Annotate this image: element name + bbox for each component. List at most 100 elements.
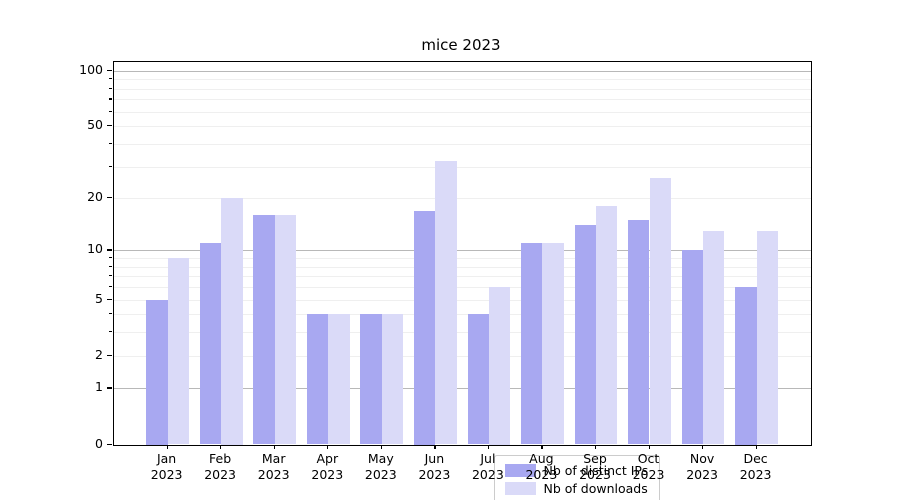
y-minor-tick-mark-40 (109, 142, 112, 145)
bar-downloads-nov (703, 230, 725, 445)
gridline-minor-3 (113, 332, 811, 334)
bar-downloads-dec (756, 230, 778, 445)
bar-downloads-apr (328, 314, 350, 445)
bar-downloads-oct (649, 177, 671, 445)
y-minor-tick-mark-60 (109, 110, 112, 112)
bar-downloads-sep (596, 206, 618, 445)
x-tick-label-jan: Jan 2023 (150, 451, 183, 482)
bar-distinct-ips-apr (306, 314, 329, 445)
bar-distinct-ips-jan (146, 299, 168, 445)
bar-distinct-ips-aug (521, 243, 543, 445)
y-minor-tick-mark-3 (109, 331, 112, 333)
bar-downloads-mar (274, 215, 297, 445)
x-tick-mark-nov (702, 444, 704, 449)
chart-title: mice 2023 (421, 36, 501, 54)
bar-distinct-ips-may (360, 314, 382, 445)
gridline-minor-6 (113, 287, 811, 288)
gridline-minor-60 (113, 111, 811, 113)
bar-distinct-ips-mar (253, 215, 275, 445)
gridline-minor-7 (113, 276, 811, 278)
y-tick-label-10: 10 (87, 241, 103, 257)
gridline-minor-30 (113, 166, 811, 168)
y-minor-tick-mark-70 (109, 98, 112, 100)
y-minor-tick-mark-50 (109, 125, 112, 127)
x-tick-mark-mar (273, 444, 275, 449)
x-tick-mark-jan (166, 444, 168, 449)
y-minor-tick-mark-4 (109, 313, 112, 315)
gridline-minor-90 (113, 79, 811, 81)
y-tick-label-100: 100 (79, 61, 103, 77)
x-tick-label-oct: Oct 2023 (632, 451, 665, 482)
y-tick-label-2: 2 (95, 346, 103, 362)
gridline-minor-70 (113, 99, 811, 101)
bar-downloads-jul (488, 287, 511, 445)
legend-row-downloads: Nb of downloads (504, 480, 659, 496)
y-minor-tick-mark-30 (109, 165, 112, 167)
bar-distinct-ips-dec (735, 287, 757, 445)
legend-swatch-distinct-ips (504, 463, 536, 477)
y-tick-label-0: 0 (95, 435, 103, 451)
y-minor-tick-mark-9 (109, 257, 112, 259)
x-tick-mark-may (380, 444, 382, 449)
y-minor-tick-mark-5 (109, 298, 112, 300)
x-tick-mark-jun (434, 444, 436, 449)
x-tick-mark-dec (755, 444, 757, 449)
gridline-major-1 (113, 388, 811, 390)
legend-row-distinct-ips: Nb of distinct IPs (504, 462, 659, 478)
x-tick-label-sep: Sep 2023 (579, 451, 611, 482)
gridline-minor-9 (113, 258, 811, 260)
bar-distinct-ips-nov (681, 250, 704, 445)
y-minor-tick-mark-2 (109, 354, 112, 356)
y-tick-mark-100 (107, 69, 112, 72)
bar-downloads-feb (221, 198, 243, 445)
x-tick-label-nov: Nov 2023 (686, 451, 718, 482)
x-tick-mark-feb (220, 444, 222, 449)
legend: Nb of distinct IPs Nb of downloads (493, 455, 660, 500)
x-tick-label-aug: Aug 2023 (525, 451, 558, 482)
x-tick-label-may: May 2023 (364, 451, 397, 482)
x-tick-label-jun: Jun 2023 (418, 451, 451, 482)
gridline-minor-40 (113, 143, 811, 145)
y-tick-label-5: 5 (95, 290, 103, 306)
bar-downloads-may (381, 314, 404, 445)
x-tick-label-mar: Mar 2023 (257, 451, 290, 482)
y-tick-mark-10 (107, 249, 112, 251)
legend-label-downloads: Nb of downloads (543, 480, 648, 496)
x-tick-mark-jul (487, 444, 490, 449)
legend-label-distinct-ips: Nb of distinct IPs (543, 462, 649, 478)
y-minor-tick-mark-8 (109, 265, 112, 267)
gridline-major-100 (113, 70, 811, 72)
y-tick-label-1: 1 (95, 379, 103, 395)
x-tick-label-dec: Dec 2023 (739, 451, 772, 482)
y-tick-label-20: 20 (87, 189, 103, 204)
y-tick-mark-0 (107, 443, 112, 445)
gridline-minor-5 (113, 299, 811, 301)
x-tick-label-jul: Jul 2023 (471, 451, 504, 482)
y-tick-label-50: 50 (87, 117, 103, 133)
x-tick-mark-sep (595, 444, 597, 449)
gridline-minor-80 (113, 88, 811, 90)
bar-downloads-jan (167, 258, 189, 445)
y-minor-tick-mark-90 (109, 78, 112, 80)
y-minor-tick-mark-6 (109, 286, 112, 288)
bar-distinct-ips-jul (467, 314, 489, 445)
gridline-minor-50 (113, 126, 811, 128)
bar-distinct-ips-feb (199, 243, 222, 445)
bar-distinct-ips-oct (628, 220, 650, 445)
bar-downloads-jun (435, 161, 457, 445)
legend-swatch-downloads (504, 481, 536, 495)
x-tick-mark-apr (327, 444, 329, 449)
y-tick-mark-1 (107, 387, 112, 389)
x-tick-label-feb: Feb 2023 (204, 451, 236, 482)
y-minor-tick-mark-7 (109, 275, 112, 277)
x-tick-mark-aug (541, 444, 543, 449)
gridline-minor-8 (113, 266, 811, 268)
y-minor-tick-mark-80 (109, 87, 112, 89)
gridline-minor-20 (113, 198, 811, 199)
y-minor-tick-mark-20 (109, 197, 112, 199)
x-tick-mark-oct (648, 444, 650, 449)
gridline-minor-2 (113, 355, 811, 357)
x-tick-label-apr: Apr 2023 (311, 451, 344, 482)
gridline-minor-4 (113, 314, 811, 316)
